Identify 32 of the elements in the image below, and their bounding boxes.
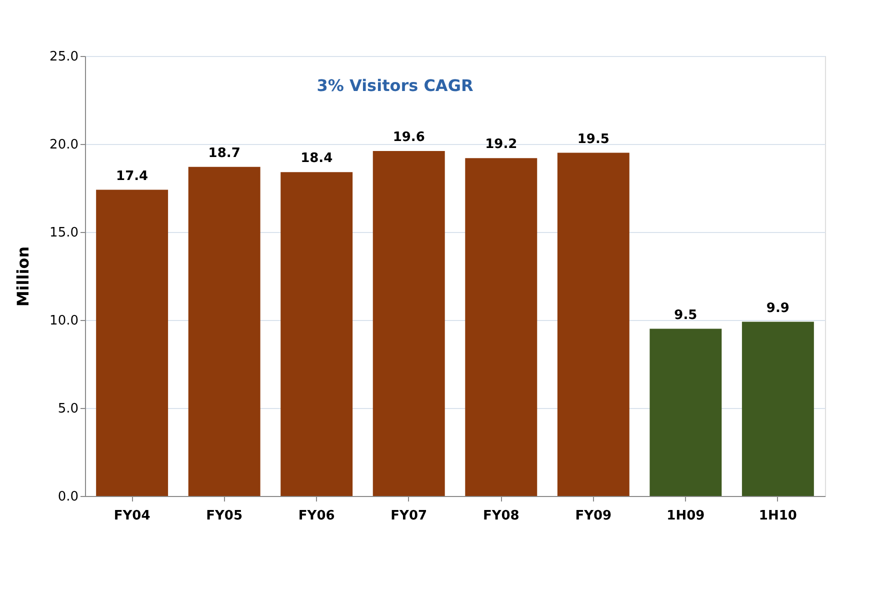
x-tick-label: 1H10 xyxy=(758,508,797,524)
x-tick-label: FY06 xyxy=(298,508,335,524)
bar xyxy=(188,166,260,496)
data-label: 9.9 xyxy=(766,300,790,316)
bar xyxy=(96,190,168,496)
bar xyxy=(557,152,630,496)
data-label: 19.6 xyxy=(392,130,425,146)
y-tick-label: 5.0 xyxy=(58,402,78,416)
y-tick-label: 20.0 xyxy=(50,138,78,152)
data-label: 18.4 xyxy=(300,151,333,166)
data-label: 18.7 xyxy=(208,146,240,161)
y-axis-title: Million xyxy=(14,246,33,307)
bar xyxy=(280,172,353,496)
bar xyxy=(742,322,814,496)
annotation: 3% Visitors CAGR xyxy=(316,76,474,95)
bar xyxy=(650,328,722,496)
x-tick-label: FY07 xyxy=(390,508,428,524)
x-tick-label: FY04 xyxy=(114,508,150,524)
data-label: 9.5 xyxy=(674,308,698,323)
bar xyxy=(465,158,538,496)
y-tick-label: 0.0 xyxy=(58,490,78,504)
data-label: 19.5 xyxy=(577,132,610,147)
bar xyxy=(372,151,445,496)
data-label: 19.2 xyxy=(485,137,518,152)
data-label: 17.4 xyxy=(116,168,148,184)
y-tick-label: 25.0 xyxy=(50,50,78,64)
x-tick-label: FY09 xyxy=(575,508,612,524)
x-tick-label: 1H09 xyxy=(666,508,705,524)
y-tick-label: 10.0 xyxy=(50,314,78,328)
x-tick-label: FY08 xyxy=(482,508,520,524)
y-tick-label: 15.0 xyxy=(50,226,78,240)
x-tick-label: FY05 xyxy=(206,508,243,524)
